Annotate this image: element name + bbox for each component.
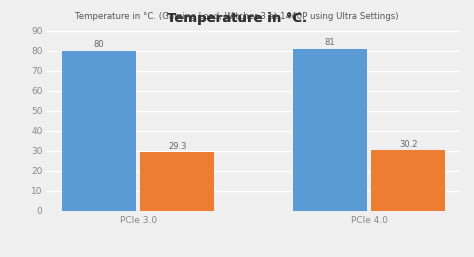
Bar (293, 49, 367, 211)
Text: 80: 80 (94, 40, 104, 49)
Bar (140, 152, 214, 211)
Text: 81: 81 (325, 38, 335, 47)
Text: Temperature in °C.: Temperature in °C. (167, 12, 307, 25)
Text: Temperature in °C. (Gaming Load, Witcher 3 at 1440P using Ultra Settings): Temperature in °C. (Gaming Load, Witcher… (75, 12, 399, 21)
Bar (62, 51, 136, 211)
Text: Temperature in °C.: Temperature in °C. (167, 12, 307, 25)
Text: 30.2: 30.2 (399, 140, 418, 149)
Text: 29.3: 29.3 (168, 142, 187, 151)
Bar (371, 150, 446, 211)
